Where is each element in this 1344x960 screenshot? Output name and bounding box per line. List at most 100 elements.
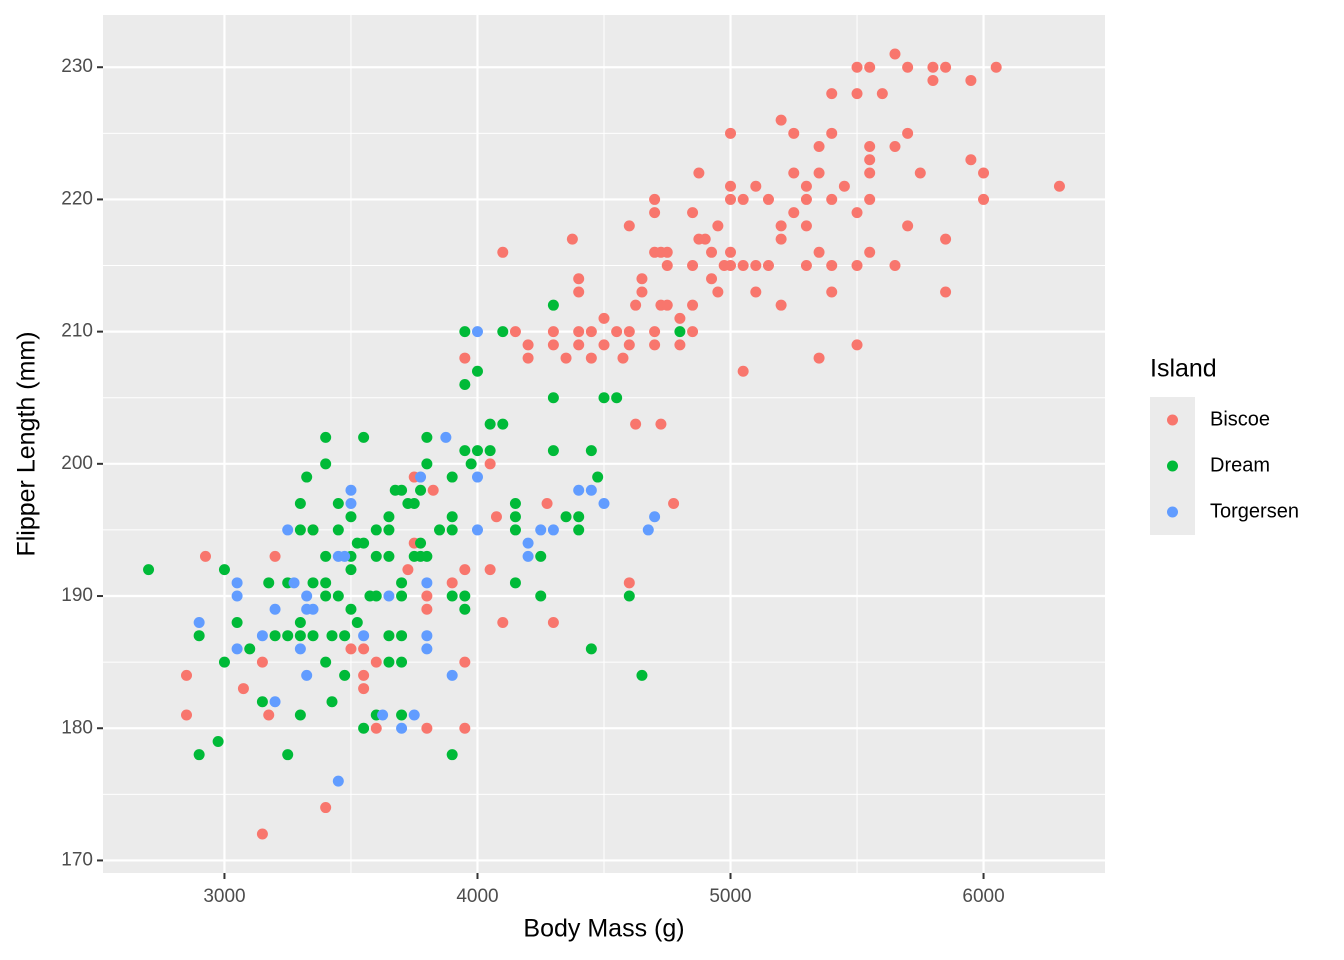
point	[712, 220, 724, 232]
point	[269, 696, 281, 708]
point	[358, 630, 370, 642]
point	[750, 286, 762, 298]
point	[446, 590, 458, 602]
point	[547, 339, 559, 351]
point	[383, 590, 395, 602]
point	[573, 339, 585, 351]
legend-key	[1167, 506, 1178, 518]
point	[471, 524, 483, 536]
point	[826, 260, 838, 272]
point	[294, 709, 306, 721]
point	[301, 590, 313, 602]
point	[484, 564, 496, 576]
point	[294, 497, 306, 509]
point	[358, 643, 370, 655]
point	[623, 339, 635, 351]
point	[339, 669, 351, 681]
point	[256, 828, 268, 840]
point	[674, 312, 686, 324]
point	[307, 630, 319, 642]
point	[687, 326, 699, 338]
point	[547, 392, 559, 404]
point	[547, 524, 559, 536]
point	[573, 286, 585, 298]
point	[598, 312, 610, 324]
point	[547, 299, 559, 311]
point	[864, 61, 876, 73]
point	[902, 127, 914, 139]
point	[218, 564, 230, 576]
point	[465, 458, 477, 470]
point	[294, 643, 306, 655]
point	[421, 643, 433, 655]
point	[421, 550, 433, 562]
point	[383, 630, 395, 642]
point	[914, 167, 926, 179]
point	[762, 193, 774, 205]
point	[282, 749, 294, 761]
point	[649, 326, 661, 338]
point	[965, 74, 977, 86]
point	[775, 299, 787, 311]
point	[598, 392, 610, 404]
point	[263, 709, 275, 721]
point	[231, 590, 243, 602]
point	[788, 167, 800, 179]
point	[320, 458, 332, 470]
point	[623, 220, 635, 232]
point	[864, 246, 876, 258]
legend-key	[1167, 460, 1178, 472]
point	[370, 590, 382, 602]
point	[649, 511, 661, 523]
point	[509, 497, 521, 509]
point	[623, 577, 635, 589]
point	[800, 220, 812, 232]
point	[851, 88, 863, 100]
point	[636, 286, 648, 298]
point	[193, 630, 205, 642]
point	[725, 246, 737, 258]
point	[396, 722, 408, 734]
point	[332, 524, 344, 536]
point	[560, 511, 572, 523]
point	[889, 260, 901, 272]
point	[560, 352, 572, 364]
point	[307, 577, 319, 589]
point	[737, 193, 749, 205]
point	[408, 709, 420, 721]
point	[471, 445, 483, 457]
point	[415, 471, 427, 483]
point	[674, 326, 686, 338]
point	[927, 74, 939, 86]
point	[940, 61, 952, 73]
point	[345, 484, 357, 496]
point	[585, 484, 597, 496]
point	[231, 616, 243, 628]
point	[636, 669, 648, 681]
point	[383, 511, 395, 523]
point	[522, 537, 534, 549]
point	[358, 722, 370, 734]
point	[750, 180, 762, 192]
point	[459, 564, 471, 576]
point	[383, 656, 395, 668]
point	[181, 669, 192, 681]
point	[775, 220, 787, 232]
point	[573, 326, 585, 338]
point	[193, 616, 205, 628]
point	[509, 577, 521, 589]
point	[459, 445, 471, 457]
point	[459, 656, 471, 668]
point	[535, 550, 547, 562]
point	[699, 233, 711, 245]
point	[990, 61, 1002, 73]
point	[813, 246, 825, 258]
point	[484, 445, 496, 457]
point	[471, 471, 483, 483]
point	[750, 260, 762, 272]
point	[396, 590, 408, 602]
point	[611, 392, 623, 404]
point	[864, 154, 876, 166]
point	[358, 431, 370, 443]
point	[661, 246, 673, 258]
